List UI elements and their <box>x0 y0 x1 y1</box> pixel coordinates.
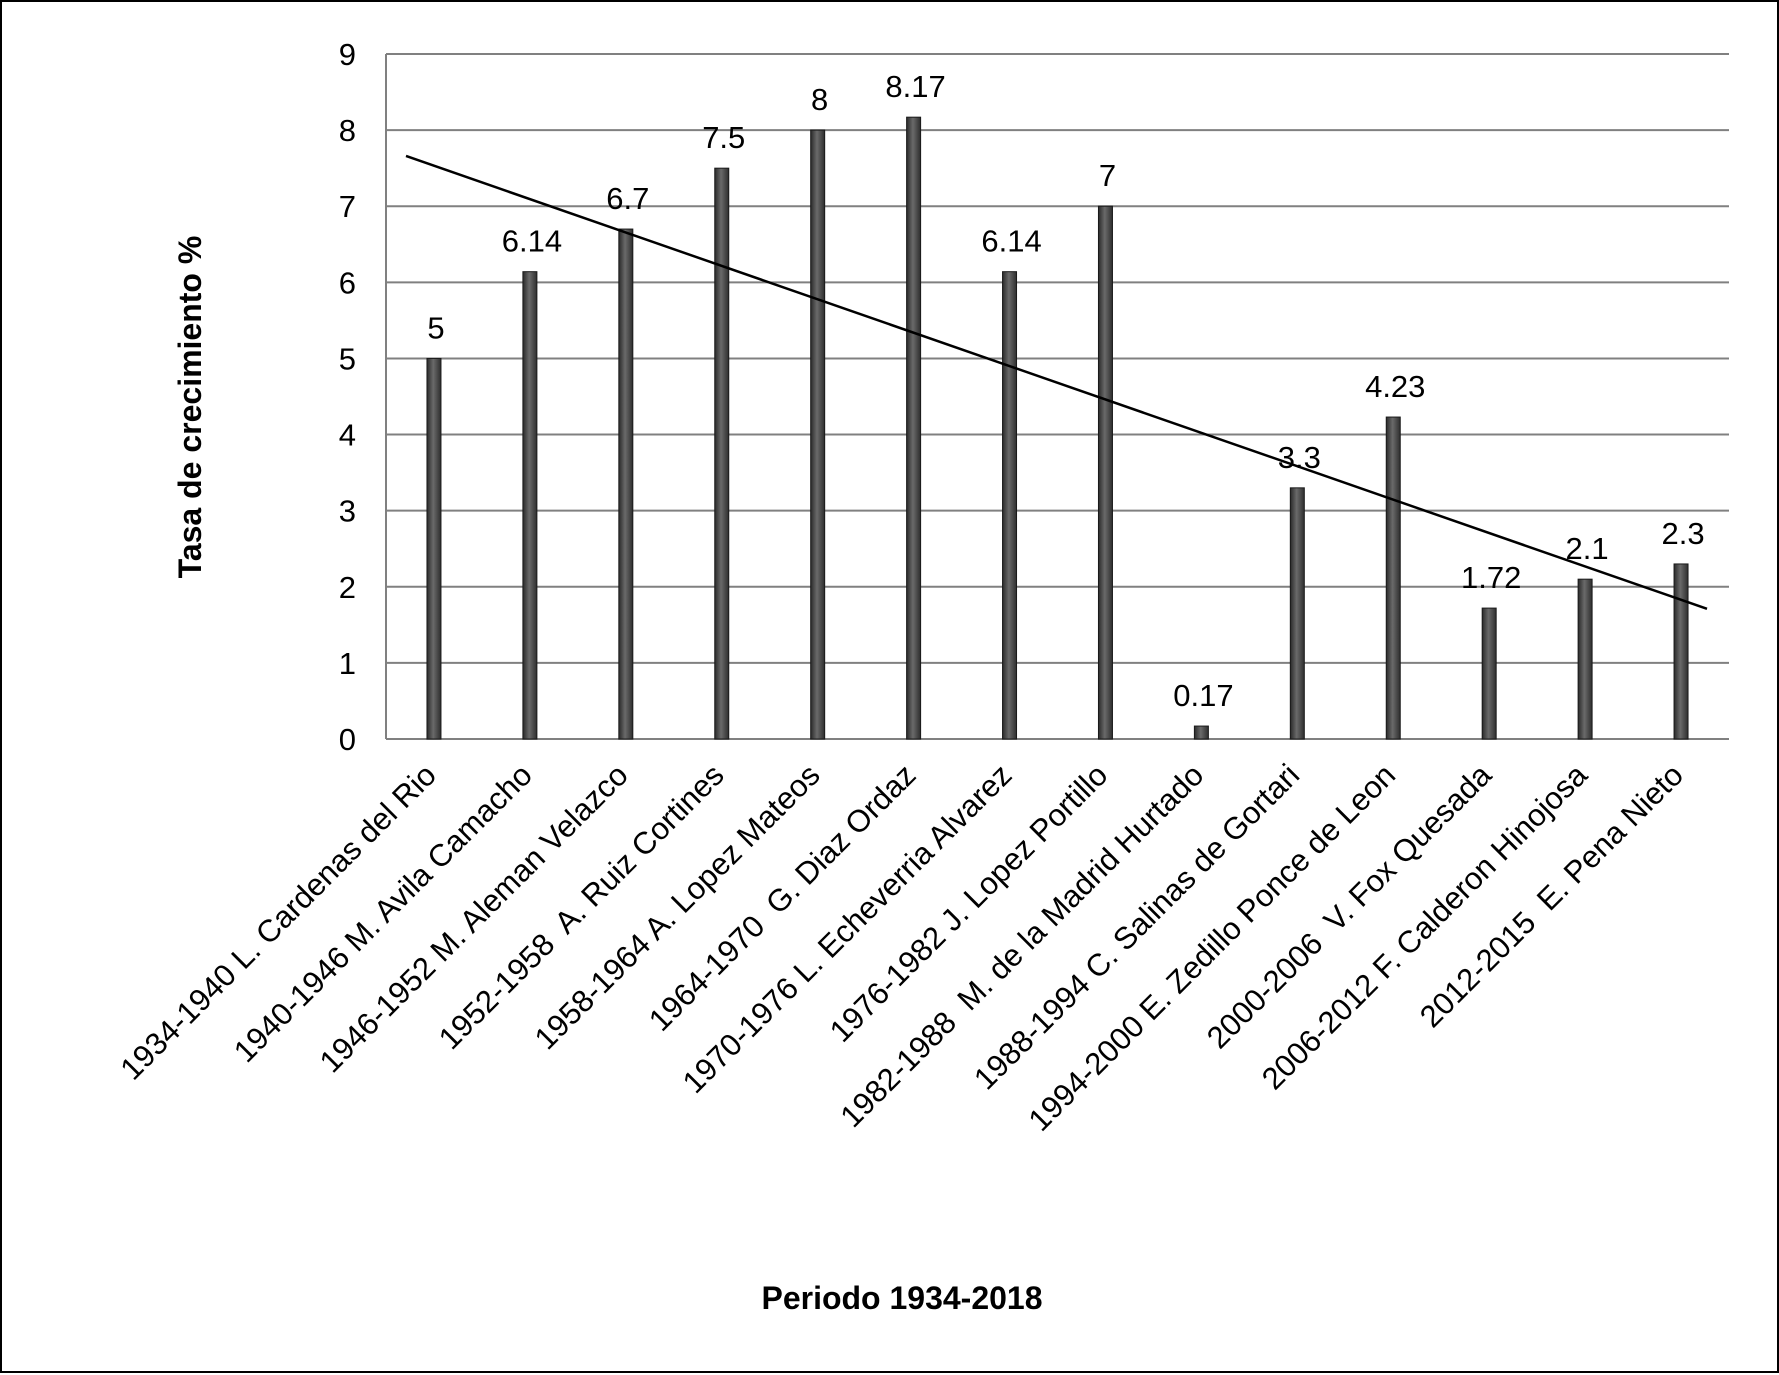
bar <box>1097 205 1113 740</box>
y-tick-label: 7 <box>339 189 356 224</box>
y-axis-title: Tasa de crecimiento % <box>172 236 208 579</box>
y-tick-label: 2 <box>339 570 356 605</box>
axes <box>385 54 1729 740</box>
data-label: 3.3 <box>1278 440 1321 475</box>
data-label: 5 <box>427 310 444 345</box>
y-tick-label: 6 <box>339 265 356 300</box>
data-label: 7.5 <box>702 120 745 155</box>
y-tick-label: 0 <box>339 722 356 757</box>
data-label: 1.72 <box>1461 560 1521 595</box>
x-axis-title: Periodo 1934-2018 <box>761 1280 1042 1316</box>
data-label: 0.17 <box>1173 678 1233 713</box>
y-tick-label: 1 <box>339 646 356 681</box>
y-tick-label: 8 <box>339 113 356 148</box>
y-tick-labels: 0 1 2 3 4 5 6 7 8 9 <box>339 37 356 757</box>
data-label: 2.3 <box>1661 516 1704 551</box>
y-tick-label: 4 <box>339 418 356 453</box>
trendline-group <box>405 154 1708 611</box>
bar <box>1002 271 1018 740</box>
data-labels: 5 6.14 6.7 7.5 8 8.17 6.14 7 0.17 3.3 4.23 1.72 2.1 2… <box>427 69 1704 713</box>
data-label: 6.14 <box>502 224 562 259</box>
y-tick-label: 9 <box>339 37 356 72</box>
bar <box>426 357 442 740</box>
data-label: 4.23 <box>1365 369 1425 404</box>
bar <box>810 129 826 740</box>
data-label: 2.1 <box>1566 531 1609 566</box>
bar <box>1193 725 1209 740</box>
gridlines <box>386 53 1729 664</box>
bar <box>1385 416 1401 740</box>
bar <box>906 116 922 740</box>
bar <box>1577 578 1593 740</box>
bar <box>522 271 538 740</box>
data-label: 8.17 <box>885 69 945 104</box>
bar <box>1481 607 1497 740</box>
bar <box>1673 563 1689 740</box>
bar <box>618 228 634 740</box>
bars <box>426 116 1689 740</box>
bar <box>1289 487 1305 740</box>
y-tick-label: 5 <box>339 341 356 376</box>
data-label: 8 <box>811 82 828 117</box>
data-label: 6.14 <box>981 224 1041 259</box>
trendline <box>405 154 1708 611</box>
data-label: 7 <box>1099 158 1116 193</box>
bar <box>714 167 730 740</box>
y-tick-label: 3 <box>339 494 356 529</box>
data-label: 6.7 <box>606 181 649 216</box>
